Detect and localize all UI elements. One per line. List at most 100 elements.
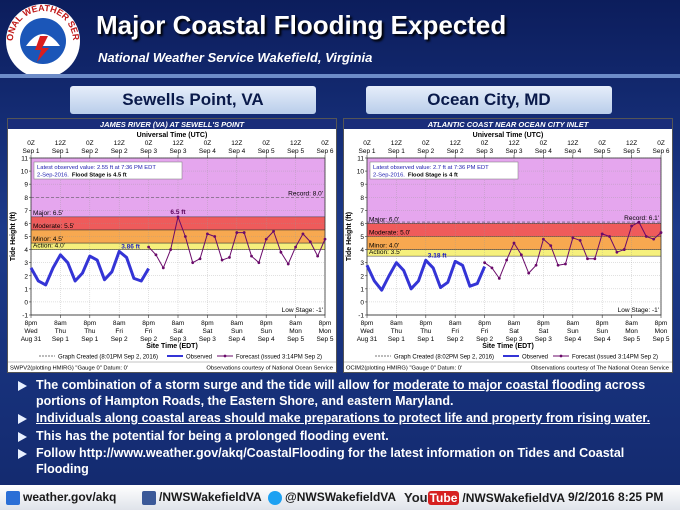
x-tick-label: Sep 3: [535, 336, 552, 343]
forecast-point: [564, 262, 567, 266]
y-tick-label: 3: [24, 260, 28, 267]
location-label: Ocean City, MD: [366, 86, 612, 114]
stage-label: Moderate: 5.5': [33, 223, 74, 230]
x-tick-label: 8pm: [361, 320, 374, 327]
y-tick-label: 4: [360, 247, 364, 254]
x-tick-label: Sun: [596, 328, 608, 335]
callout-text: 2-Sep-2016. Flood Stage is 4 ft: [373, 173, 458, 179]
bullet-arrow: [18, 414, 27, 424]
bullet-text: moderate to major coastal flooding: [392, 378, 602, 392]
y-tick-label: 4: [24, 247, 28, 254]
x-tick-label: Wed: [24, 328, 38, 335]
forecast-point: [608, 235, 611, 238]
divider: [0, 74, 680, 78]
legend-label: Observed: [186, 355, 212, 361]
bullet-text: This has the potential for being a prolo…: [36, 428, 389, 443]
forecast-point: [183, 235, 187, 238]
callout-date: 2-Sep-2016.: [373, 173, 405, 179]
y-tick-label: 11: [21, 156, 28, 163]
x-tick-label: Mon: [319, 328, 332, 335]
low-label: Low Stage: -1': [618, 307, 659, 314]
forecast-point: [490, 266, 494, 270]
y-tick-label: -1: [22, 313, 28, 320]
x2-tick-label: Sep 4: [535, 148, 552, 155]
x-tick-label: 8pm: [142, 320, 155, 327]
forecast-point: [637, 220, 641, 224]
legend-forecast-dot: [559, 354, 563, 358]
x-tick-label: Thu: [420, 328, 432, 335]
stage-label: Action: 3.5': [369, 249, 401, 256]
bullet-text: for the latest information on Tides and …: [36, 446, 625, 476]
x-tick-label: Sep 1: [417, 336, 434, 343]
x-tick-label: 8am: [172, 320, 185, 327]
bullet: Follow http://www.weather.gov/akq/Coasta…: [14, 446, 670, 477]
x2-tick-label: 12Z: [391, 140, 402, 147]
forecast-point: [316, 254, 320, 258]
website: weather.gov/akq: [23, 490, 117, 504]
callout-box: [369, 161, 519, 180]
x2-tick-label: 0Z: [86, 140, 94, 147]
y-tick-label: 9: [360, 182, 364, 189]
callout-flood-stage: Flood Stage is 4 ft: [408, 173, 458, 179]
chart-title: JAMES RIVER (VA) AT SEWELL'S POINT: [100, 120, 246, 129]
x-tick-label: 8pm: [319, 320, 332, 327]
y-tick-label: 0: [24, 299, 28, 306]
x-tick-label: 8am: [625, 320, 638, 327]
forecast-point: [497, 276, 501, 280]
forecast-point: [600, 232, 604, 236]
x2-tick-label: Sep 2: [111, 148, 128, 155]
forecast-point: [586, 257, 589, 261]
callout-text: Latest observed value: 2.55 ft at 7:36 P…: [37, 165, 156, 171]
x2-tick-label: 0Z: [422, 140, 430, 147]
callout-box: [33, 161, 183, 180]
x-tick-label: 8pm: [83, 320, 96, 327]
x2-tick-label: Sep 6: [317, 148, 334, 155]
forecast-point: [272, 229, 275, 233]
footer-item: /NWSWakefieldVA: [142, 490, 262, 505]
x-axis-label: Site Time (EDT): [482, 343, 534, 350]
forecast-point: [519, 253, 523, 257]
forecast-point: [220, 258, 224, 262]
y-axis-label: Tide Height (ft): [10, 212, 17, 261]
y-tick-label: 7: [360, 208, 364, 215]
x-tick-label: Sun: [231, 328, 243, 335]
forecast-point: [652, 237, 656, 241]
x-tick-label: 8am: [54, 320, 67, 327]
x-tick-label: 8am: [566, 320, 579, 327]
bullet-arrow: [18, 431, 27, 442]
forecast-point: [198, 257, 202, 261]
forecast-point: [235, 231, 239, 234]
x-tick-label: 8pm: [596, 320, 609, 327]
x-tick-label: 8pm: [478, 320, 491, 327]
x2-tick-label: 12Z: [55, 140, 66, 147]
bullet-text: Individuals along coastal areas should m…: [36, 411, 651, 425]
x-tick-label: 8am: [289, 320, 302, 327]
stage-band: [367, 223, 661, 237]
x-tick-label: Aug 31: [21, 336, 42, 343]
footer-item: weather.gov/akq: [6, 490, 116, 505]
twitter: @NWSWakefieldVA: [285, 490, 397, 504]
forecast-point: [556, 263, 560, 267]
forecast-point: [483, 261, 486, 265]
chart: ATLANTIC COAST NEAR OCEAN CITY INLET Univ…: [343, 118, 673, 373]
forecast-point: [286, 262, 290, 266]
x-tick-label: Sep 2: [111, 336, 128, 343]
x2-tick-label: Sep 4: [564, 148, 581, 155]
x-tick-label: Thu: [391, 328, 403, 335]
forecast-point: [294, 245, 297, 249]
forecast-point: [630, 224, 633, 228]
x-tick-label: 8pm: [260, 320, 273, 327]
x-tick-label: 8am: [390, 320, 403, 327]
legend-created: Graph Created (8:02PM Sep 2, 2016): [394, 355, 494, 361]
chart-footer-left: SWPV2(plotting HMIRG) "Gauge 0" Datum: 0…: [10, 366, 128, 372]
y-tick-label: 2: [360, 273, 364, 280]
x2-tick-label: 0Z: [481, 140, 489, 147]
forecast-point: [264, 237, 268, 241]
chart-title: ATLANTIC COAST NEAR OCEAN CITY INLET: [427, 120, 590, 129]
y-tick-label: 2: [24, 273, 28, 280]
chart-footer-right: Observations courtesy of The National Oc…: [531, 366, 669, 372]
y-tick-label: 10: [357, 169, 365, 176]
x2-tick-label: 12Z: [567, 140, 578, 147]
x-tick-label: Mon: [289, 328, 302, 335]
forecast-point: [534, 263, 538, 267]
